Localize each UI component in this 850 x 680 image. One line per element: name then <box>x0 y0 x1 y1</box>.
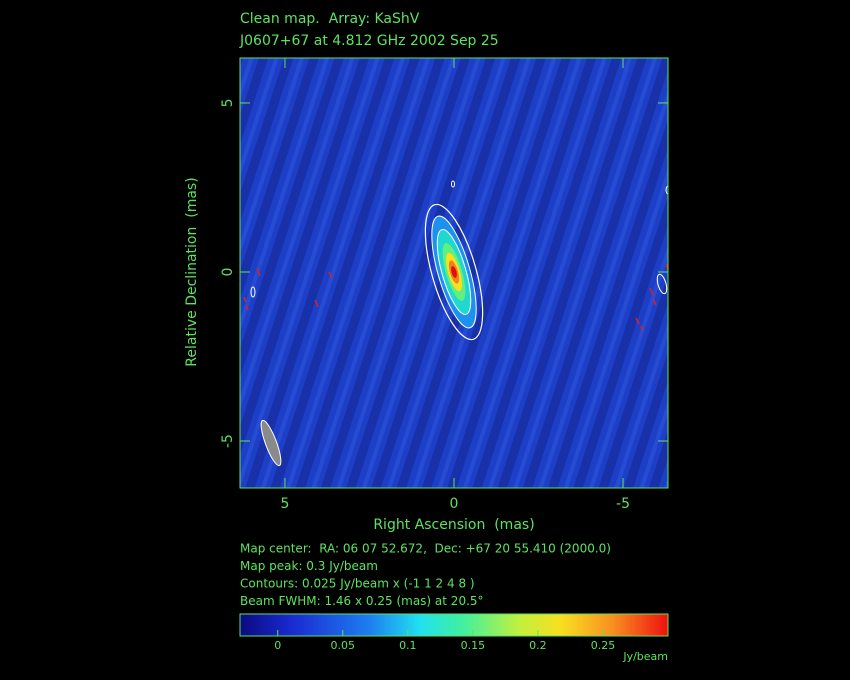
y-tick-label: -5 <box>220 434 236 448</box>
beam <box>260 419 282 467</box>
subtitle: J0607+67 at 4.812 GHz 2002 Sep 25 <box>239 33 499 49</box>
colorbar-tick-label: 0.1 <box>399 639 417 652</box>
x-tick-label: 0 <box>450 496 459 512</box>
note-line: Beam FWHM: 1.46 x 0.25 (mas) at 20.5° <box>240 594 484 608</box>
x-tick-label: -5 <box>616 496 630 512</box>
map-image <box>240 58 668 488</box>
colorbar-tick-label: 0.25 <box>591 639 616 652</box>
y-tick-label: 5 <box>220 98 236 107</box>
colorbar-tick-label: 0.2 <box>529 639 547 652</box>
y-axis-label: Relative Declination (mas) <box>184 177 200 366</box>
note-line: Contours: 0.025 Jy/beam x (-1 1 2 4 8 ) <box>240 577 475 591</box>
x-tick-label: 5 <box>281 496 290 512</box>
title: Clean map. Array: KaShV <box>240 11 420 27</box>
colorbar <box>240 614 668 636</box>
colorbar-frame <box>239 613 669 637</box>
colorbar-tick-label: 0 <box>274 639 281 652</box>
note-line: Map center: RA: 06 07 52.672, Dec: +67 2… <box>240 542 611 556</box>
note-line: Map peak: 0.3 Jy/beam <box>240 559 378 573</box>
colorbar-label: Jy/beam <box>622 650 668 663</box>
colorbar-tick-label: 0.05 <box>331 639 356 652</box>
x-axis-label: Right Ascension (mas) <box>373 517 534 533</box>
notes: Map center: RA: 06 07 52.672, Dec: +67 2… <box>240 542 611 609</box>
colorbar-tick-label: 0.15 <box>461 639 486 652</box>
y-tick-label: 0 <box>220 268 236 277</box>
